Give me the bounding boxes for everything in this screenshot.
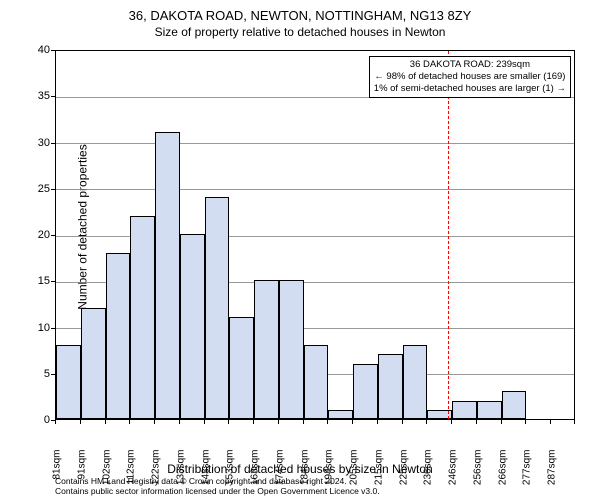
x-tick-mark <box>105 420 106 424</box>
x-tick-mark <box>55 420 56 424</box>
y-tick-label: 5 <box>25 368 50 380</box>
x-tick-label: 153sqm <box>225 450 236 490</box>
x-tick-mark <box>204 420 205 424</box>
x-tick-mark <box>574 420 575 424</box>
x-tick-label: 236sqm <box>423 450 434 490</box>
x-tick-label: 133sqm <box>175 450 186 490</box>
y-tick-mark <box>51 281 55 282</box>
y-tick-label: 10 <box>25 322 50 334</box>
x-tick-mark <box>476 420 477 424</box>
histogram-bar <box>106 253 131 420</box>
y-tick-mark <box>51 328 55 329</box>
x-tick-label: 91sqm <box>76 450 87 490</box>
x-tick-label: 184sqm <box>299 450 310 490</box>
gridline <box>56 189 574 190</box>
y-tick-label: 25 <box>25 183 50 195</box>
x-tick-label: 122sqm <box>151 450 162 490</box>
histogram-bar <box>56 345 81 419</box>
histogram-bar <box>155 132 180 419</box>
histogram-bar <box>304 345 329 419</box>
x-tick-mark <box>402 420 403 424</box>
x-tick-mark <box>377 420 378 424</box>
x-tick-mark <box>501 420 502 424</box>
annotation-line2: ← 98% of detached houses are smaller (16… <box>374 71 566 83</box>
histogram-bar <box>229 317 254 419</box>
x-tick-label: 266sqm <box>497 450 508 490</box>
histogram-bar <box>378 354 403 419</box>
y-tick-mark <box>51 235 55 236</box>
y-tick-label: 15 <box>25 275 50 287</box>
y-tick-label: 40 <box>25 44 50 56</box>
histogram-bar <box>279 280 304 419</box>
x-tick-label: 215sqm <box>373 450 384 490</box>
y-tick-label: 35 <box>25 90 50 102</box>
marker-line <box>448 51 449 419</box>
histogram-bar <box>130 216 155 420</box>
x-tick-label: 102sqm <box>101 450 112 490</box>
y-tick-label: 30 <box>25 137 50 149</box>
x-tick-label: 81sqm <box>52 450 63 490</box>
histogram-chart: 36, DAKOTA ROAD, NEWTON, NOTTINGHAM, NG1… <box>0 0 600 500</box>
x-tick-mark <box>80 420 81 424</box>
histogram-bar <box>81 308 106 419</box>
x-tick-mark <box>525 420 526 424</box>
x-tick-mark <box>179 420 180 424</box>
x-tick-label: 194sqm <box>324 450 335 490</box>
y-tick-mark <box>51 143 55 144</box>
histogram-bar <box>328 410 353 419</box>
x-tick-mark <box>550 420 551 424</box>
x-tick-label: 205sqm <box>349 450 360 490</box>
histogram-bar <box>502 391 527 419</box>
x-tick-mark <box>154 420 155 424</box>
plot-area <box>55 50 575 420</box>
x-tick-label: 225sqm <box>398 450 409 490</box>
x-tick-label: 163sqm <box>250 450 261 490</box>
histogram-bar <box>452 401 477 420</box>
x-tick-label: 143sqm <box>200 450 211 490</box>
y-tick-mark <box>51 374 55 375</box>
x-tick-mark <box>352 420 353 424</box>
y-tick-label: 20 <box>25 229 50 241</box>
x-tick-label: 277sqm <box>522 450 533 490</box>
x-tick-mark <box>253 420 254 424</box>
x-tick-label: 112sqm <box>126 450 137 490</box>
y-tick-label: 0 <box>25 414 50 426</box>
annotation-line3: 1% of semi-detached houses are larger (1… <box>374 83 566 95</box>
chart-title-main: 36, DAKOTA ROAD, NEWTON, NOTTINGHAM, NG1… <box>0 0 600 23</box>
gridline <box>56 143 574 144</box>
x-tick-mark <box>303 420 304 424</box>
x-tick-mark <box>129 420 130 424</box>
x-tick-label: 246sqm <box>448 450 459 490</box>
y-tick-mark <box>51 50 55 51</box>
x-tick-mark <box>228 420 229 424</box>
x-tick-label: 174sqm <box>274 450 285 490</box>
x-tick-mark <box>451 420 452 424</box>
histogram-bar <box>353 364 378 420</box>
histogram-bar <box>403 345 428 419</box>
histogram-bar <box>180 234 205 419</box>
histogram-bar <box>477 401 502 420</box>
x-tick-mark <box>426 420 427 424</box>
histogram-bar <box>205 197 230 419</box>
x-tick-label: 287sqm <box>547 450 558 490</box>
annotation-line1: 36 DAKOTA ROAD: 239sqm <box>374 59 566 71</box>
x-tick-label: 256sqm <box>472 450 483 490</box>
x-tick-mark <box>327 420 328 424</box>
chart-title-sub: Size of property relative to detached ho… <box>0 23 600 39</box>
annotation-box: 36 DAKOTA ROAD: 239sqm← 98% of detached … <box>369 56 571 98</box>
histogram-bar <box>254 280 279 419</box>
y-tick-mark <box>51 189 55 190</box>
y-tick-mark <box>51 96 55 97</box>
x-tick-mark <box>278 420 279 424</box>
